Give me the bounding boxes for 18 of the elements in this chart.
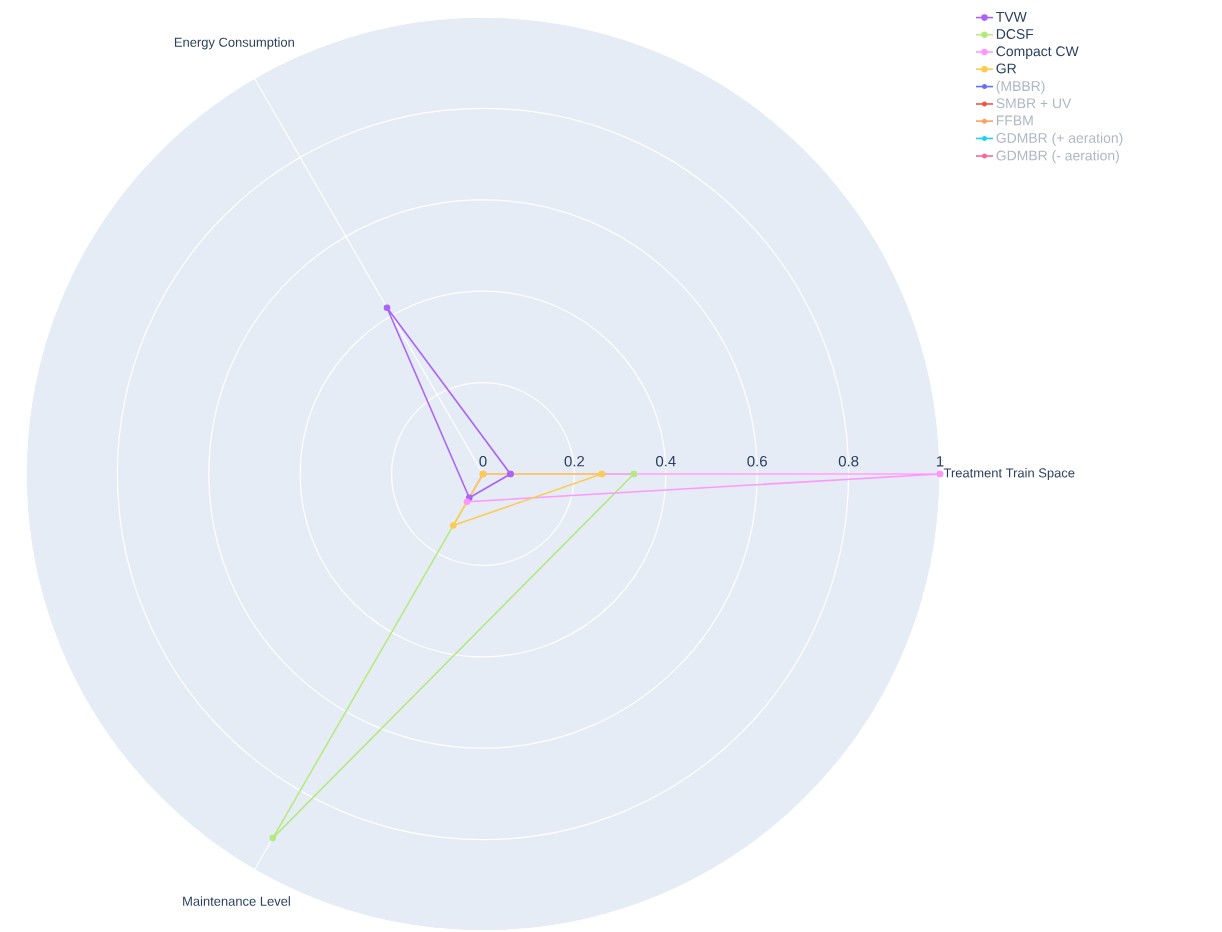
- legend-label: GR: [996, 63, 1017, 74]
- y-tick-label: 0.8: [838, 455, 859, 467]
- y-tick-label: 1: [936, 456, 944, 467]
- spoke-label: Treatment Train Space: [943, 467, 1075, 481]
- legend-label: GDMBR (- aeration): [996, 150, 1119, 164]
- legend-label: DCSF: [996, 29, 1034, 39]
- y-tick-label: 0: [479, 455, 487, 467]
- spoke-label: Energy Consumption: [174, 37, 294, 50]
- legend-label: FFBM: [996, 115, 1033, 126]
- legend-label: Compact CW: [996, 46, 1079, 59]
- spoke-label: Maintenance Level: [183, 896, 290, 906]
- legend-label: GDMBR (+ aeration): [996, 132, 1123, 146]
- y-tick-label: 0.6: [747, 455, 767, 467]
- y-tick-label: 0.2: [564, 455, 585, 467]
- legend-label: SMBR + UV: [996, 98, 1072, 109]
- legend-label: TVW: [996, 12, 1027, 22]
- legend-label: (MBBR): [996, 80, 1045, 94]
- y-tick-label: 0.4: [655, 455, 676, 467]
